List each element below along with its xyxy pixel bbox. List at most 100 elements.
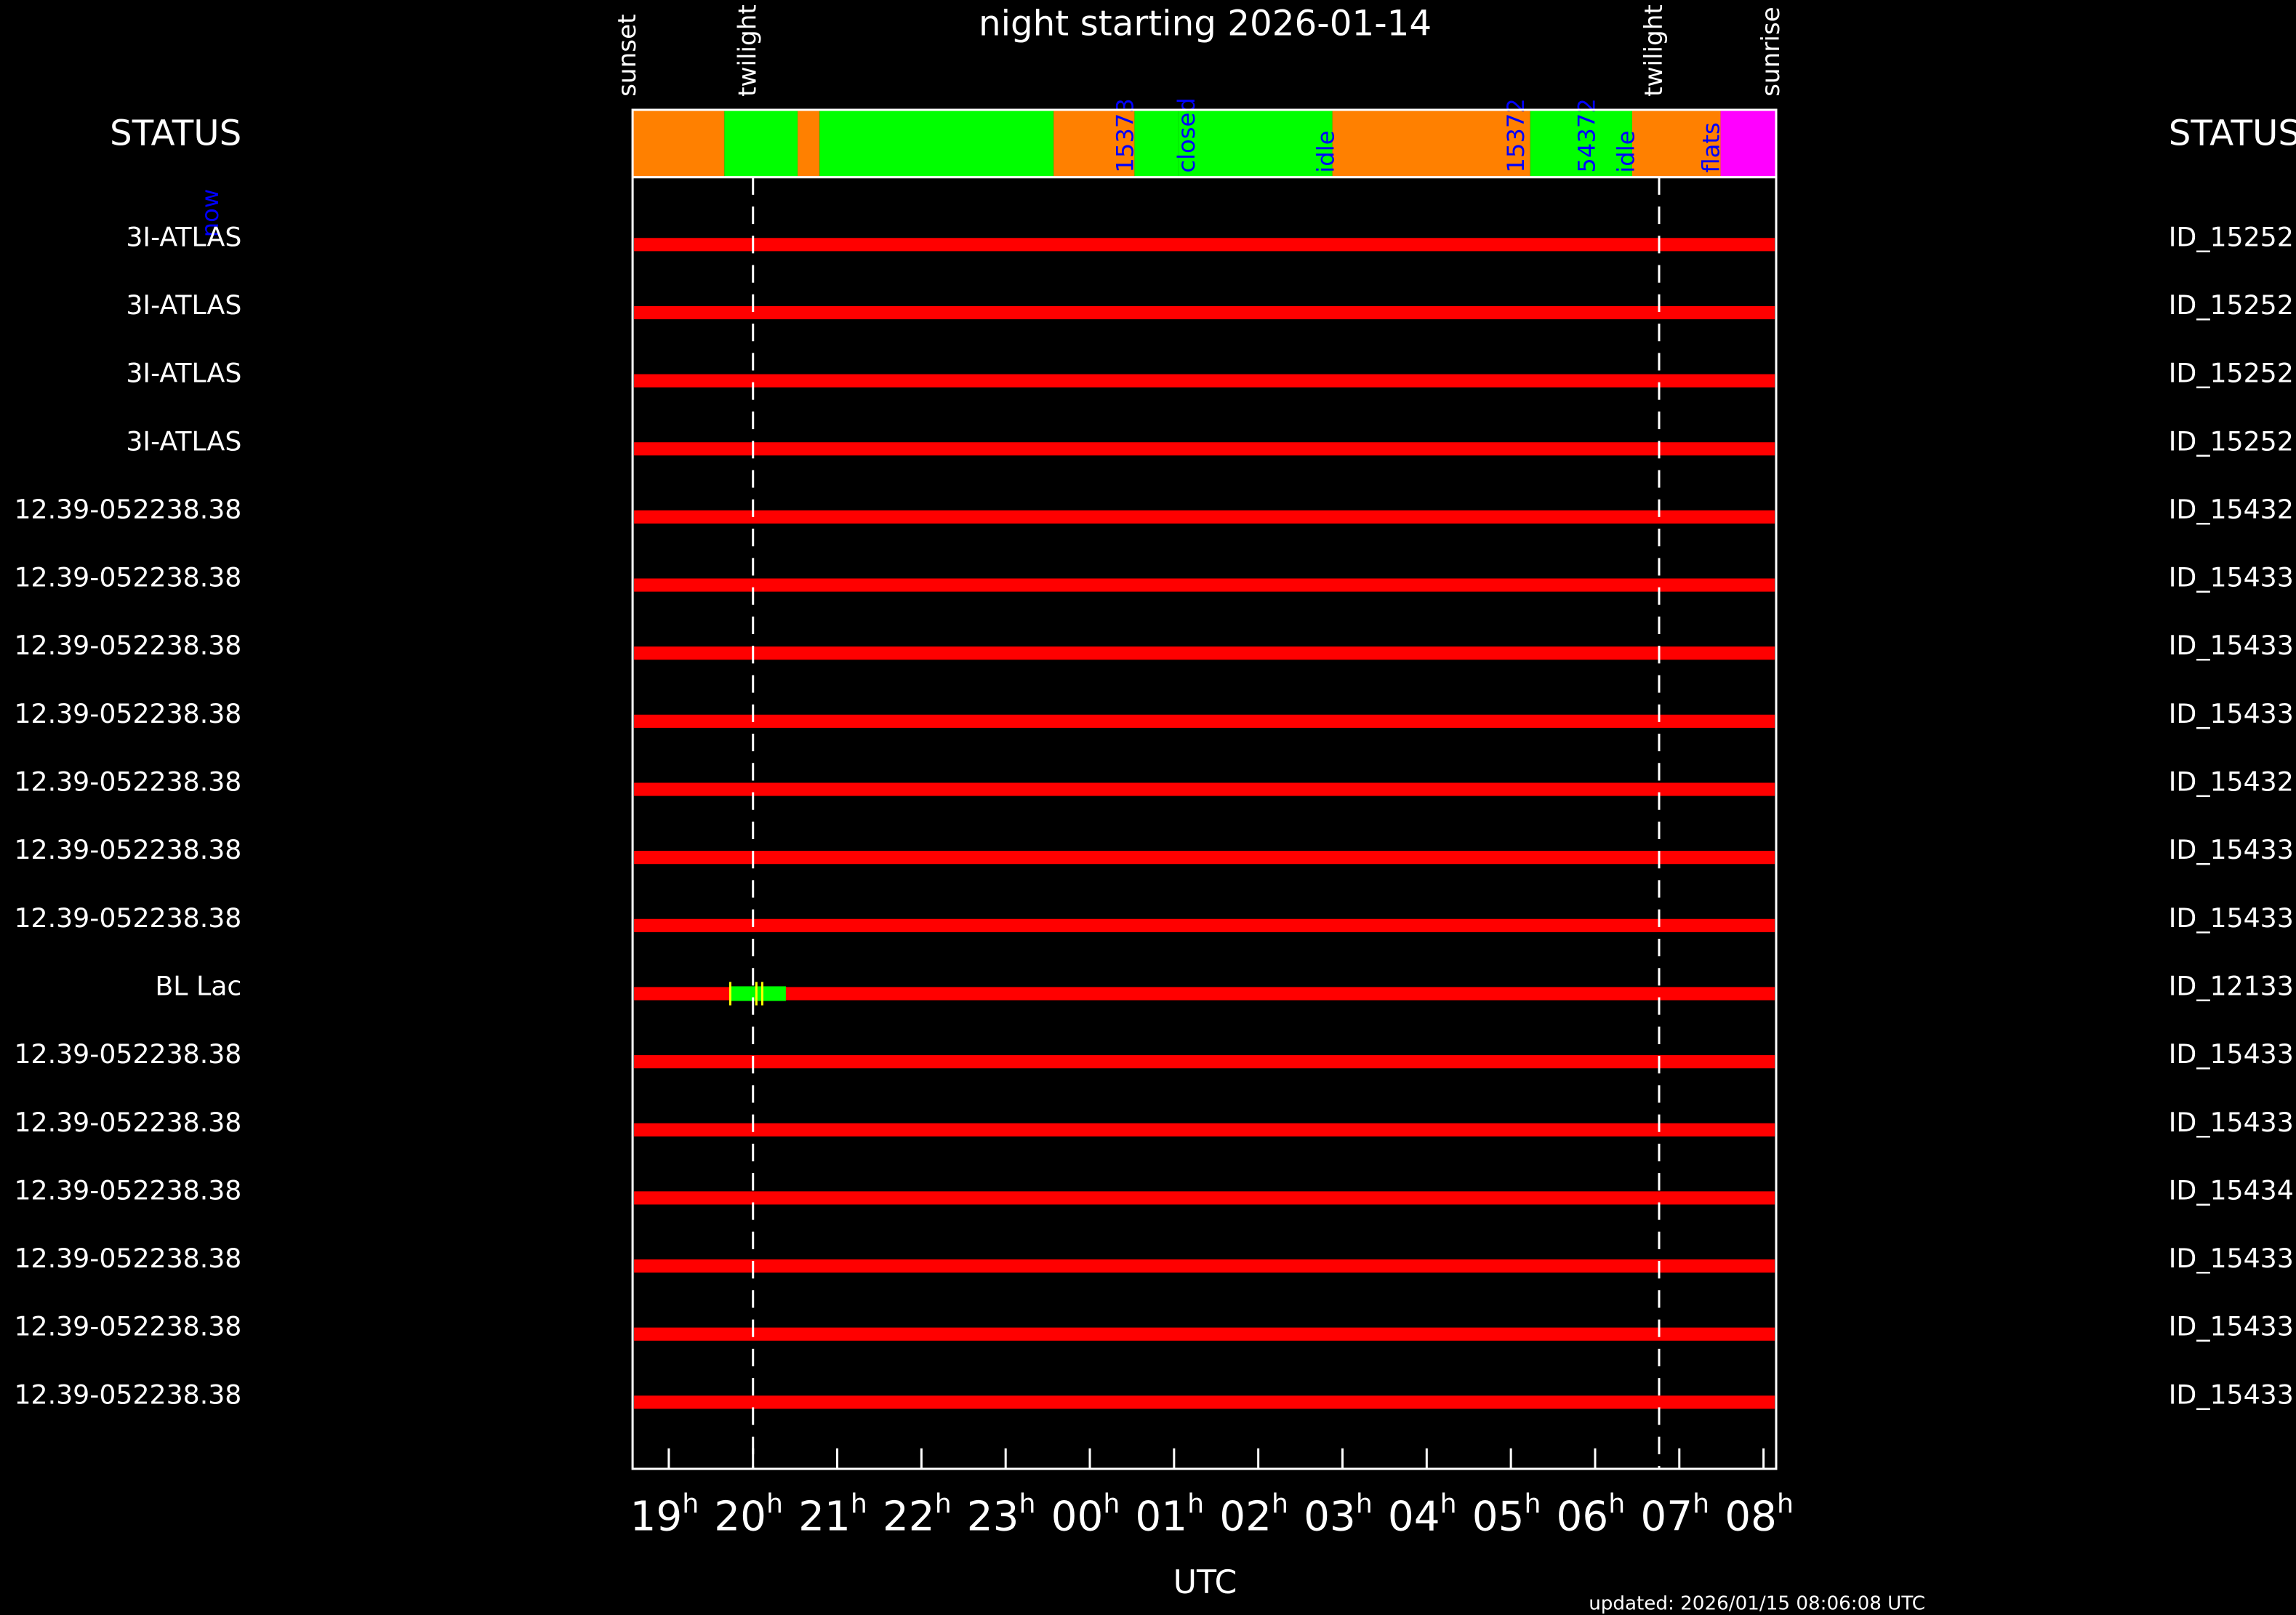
status-segment xyxy=(1631,110,1721,177)
tick-hour: 00 xyxy=(1051,1494,1104,1541)
row-id: ID_15433 xyxy=(2169,902,2294,934)
status-text: flats xyxy=(1698,122,1725,172)
x-tick-label: 22h xyxy=(883,1488,952,1540)
row-bar xyxy=(634,305,1775,320)
tick-unit: h xyxy=(682,1488,699,1519)
row-id: ID_15432 xyxy=(2169,494,2294,525)
row-id: ID_15434 xyxy=(2169,1174,2294,1206)
status-segment xyxy=(1530,110,1632,177)
tick-unit: h xyxy=(1524,1488,1541,1519)
x-tick-label: 04h xyxy=(1388,1488,1457,1540)
tick-hour: 20 xyxy=(714,1494,766,1541)
row-bar xyxy=(634,1395,1775,1409)
tick-hour: 03 xyxy=(1304,1494,1356,1541)
tick-hour: 19 xyxy=(630,1494,682,1541)
status-segment xyxy=(1134,110,1179,177)
x-tick-label: 20h xyxy=(714,1488,783,1540)
tick-unit: h xyxy=(935,1488,952,1519)
row-name: 12.39-052238.38 xyxy=(14,494,241,525)
x-tick-label: 21h xyxy=(798,1488,867,1540)
row-id: ID_15252 xyxy=(2169,289,2294,321)
tick-unit: h xyxy=(766,1488,783,1519)
row-name: BL Lac xyxy=(155,970,241,1001)
row-name: 12.39-052238.38 xyxy=(14,1243,241,1274)
row-name: 12.39-052238.38 xyxy=(14,698,241,729)
x-tick-label: 19h xyxy=(630,1488,699,1540)
row-id: ID_15433 xyxy=(2169,1243,2294,1274)
plot-frame xyxy=(631,108,1778,1470)
tick-unit: h xyxy=(1187,1488,1204,1519)
x-tick-label: 23h xyxy=(967,1488,1036,1540)
event-label: twilight xyxy=(734,4,763,97)
row-id: ID_15433 xyxy=(2169,1311,2294,1342)
observation xyxy=(730,986,786,1001)
row-name: 12.39-052238.38 xyxy=(14,902,241,934)
row-bar xyxy=(634,238,1775,252)
status-segment xyxy=(819,110,1054,177)
event-label: twilight xyxy=(1639,4,1669,97)
x-tick-label: 01h xyxy=(1135,1488,1204,1540)
event-label: sunrise xyxy=(1757,7,1786,97)
tick-unit: h xyxy=(1272,1488,1288,1519)
now-label: now xyxy=(196,189,224,237)
status-segment xyxy=(798,110,820,177)
row-bar xyxy=(634,1055,1775,1069)
tick-hour: 05 xyxy=(1472,1494,1525,1541)
status-segment xyxy=(1332,110,1530,177)
row-name: 3I-ATLAS xyxy=(126,289,241,321)
status-segment xyxy=(1178,110,1333,177)
tick-hour: 23 xyxy=(967,1494,1019,1541)
row-name: 12.39-052238.38 xyxy=(14,1038,241,1070)
row-bar xyxy=(634,714,1775,728)
tick-unit: h xyxy=(1103,1488,1120,1519)
status-segment xyxy=(1053,110,1135,177)
row-bar xyxy=(634,918,1775,932)
tick-unit: h xyxy=(1777,1488,1794,1519)
x-tick-label: 00h xyxy=(1051,1488,1120,1540)
tick-unit: h xyxy=(1356,1488,1373,1519)
row-name: 12.39-052238.38 xyxy=(14,834,241,865)
row-id: ID_15252 xyxy=(2169,221,2294,252)
status-segment xyxy=(1720,110,1776,177)
status-segment xyxy=(633,110,725,177)
row-bar xyxy=(634,987,1775,1001)
axis-label: UTC xyxy=(1173,1564,1237,1601)
row-bar xyxy=(634,578,1775,592)
row-name: 3I-ATLAS xyxy=(126,221,241,252)
status-label: STATUS xyxy=(110,113,241,153)
tick-unit: h xyxy=(1693,1488,1709,1519)
x-tick-label: 03h xyxy=(1304,1488,1373,1540)
tick-unit: h xyxy=(1019,1488,1036,1519)
x-tick-label: 05h xyxy=(1472,1488,1541,1540)
row-bar xyxy=(634,442,1775,456)
row-id: ID_15433 xyxy=(2169,1107,2294,1138)
tick-hour: 22 xyxy=(883,1494,935,1541)
tick-hour: 01 xyxy=(1135,1494,1187,1541)
row-bar xyxy=(634,1123,1775,1137)
row-id: ID_15433 xyxy=(2169,1379,2294,1410)
tick-hour: 06 xyxy=(1557,1494,1609,1541)
status-text: idle xyxy=(1613,130,1640,172)
row-name: 12.39-052238.38 xyxy=(14,1311,241,1342)
x-tick-label: 02h xyxy=(1219,1488,1288,1540)
tick-hour: 04 xyxy=(1388,1494,1440,1541)
row-name: 3I-ATLAS xyxy=(126,358,241,389)
title: night starting 2026-01-14 xyxy=(979,3,1432,44)
row-id: ID_15433 xyxy=(2169,834,2294,865)
row-id: ID_15433 xyxy=(2169,698,2294,729)
tick-unit: h xyxy=(1440,1488,1457,1519)
status-segment xyxy=(724,110,798,177)
row-bar xyxy=(634,646,1775,660)
footer: updated: 2026/01/15 08:06:08 UTC xyxy=(1589,1592,1925,1614)
row-bar xyxy=(634,510,1775,524)
row-name: 12.39-052238.38 xyxy=(14,1107,241,1138)
row-name: 12.39-052238.38 xyxy=(14,562,241,593)
tick-unit: h xyxy=(1608,1488,1625,1519)
x-tick-label: 08h xyxy=(1725,1488,1794,1540)
row-id: ID_15252 xyxy=(2169,425,2294,457)
row-bar xyxy=(634,1327,1775,1341)
row-id: ID_15433 xyxy=(2169,1038,2294,1070)
status-text: idle xyxy=(1312,130,1339,172)
row-bar xyxy=(634,782,1775,796)
